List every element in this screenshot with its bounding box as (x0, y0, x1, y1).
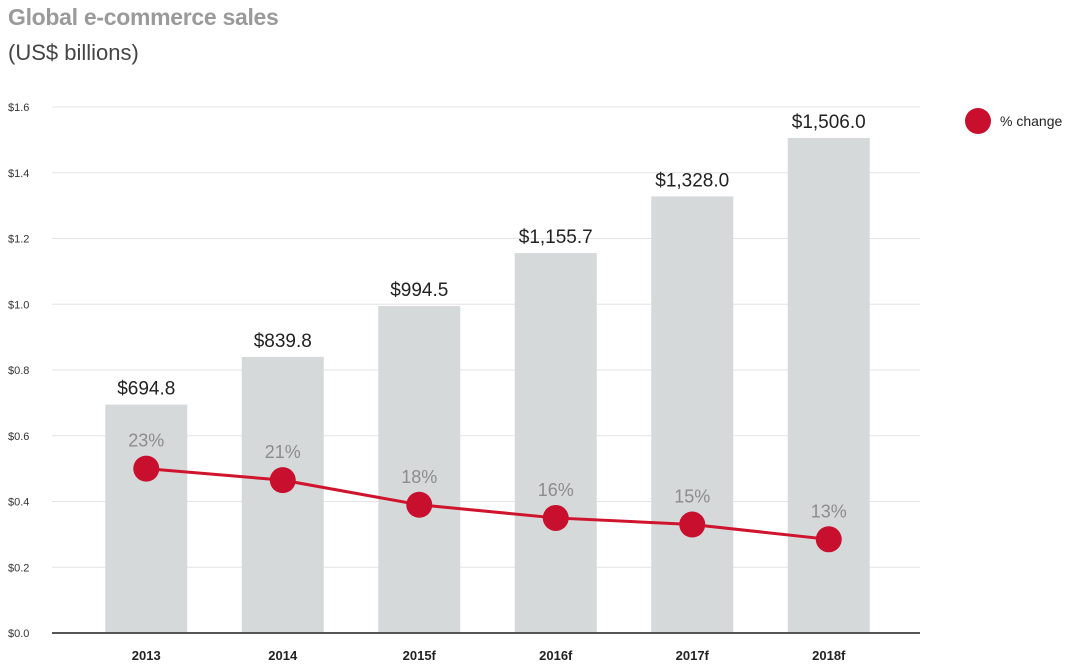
bar (241, 356, 324, 633)
bar (105, 404, 188, 633)
bar-value-label: $1,328.0 (655, 170, 729, 191)
y-tick-label: $1.2 (8, 234, 29, 246)
percent-change-marker (542, 504, 569, 531)
percent-change-series-line (146, 467, 829, 541)
y-tick-label: $0.8 (8, 365, 29, 377)
percent-change-label: 21% (265, 442, 301, 462)
percent-change-marker (406, 491, 433, 518)
percent-change-marker (815, 526, 842, 553)
legend-label: % change (1000, 113, 1062, 129)
percent-change-label: 18% (401, 467, 437, 487)
x-tick-label: 2016f (539, 648, 573, 663)
x-tick-label: 2015f (403, 648, 437, 663)
y-tick-label: $0.2 (8, 562, 29, 574)
x-tick-label: 2017f (676, 648, 710, 663)
bar (651, 196, 734, 634)
bar-value-label: $1,506.0 (792, 112, 866, 133)
bar-value-label: $839.8 (254, 331, 312, 352)
bar-value-label: $694.8 (117, 379, 175, 400)
y-tick-label: $0.4 (8, 497, 29, 509)
gridlines (52, 106, 920, 568)
percent-change-line (133, 455, 842, 553)
percent-labels: 23% 21% 18% 16% 15% 13% (128, 431, 847, 522)
bar (514, 253, 597, 633)
legend-marker (965, 108, 991, 134)
percent-change-marker (269, 467, 296, 494)
bar-value-label: $994.5 (390, 280, 448, 301)
percent-change-marker (133, 455, 160, 482)
x-tick-label: 2018f (812, 648, 846, 663)
y-tick-label: $0.0 (8, 628, 29, 640)
y-tick-label: $1.0 (8, 299, 29, 311)
y-tick-label: $1.6 (8, 102, 29, 114)
bars (105, 137, 870, 634)
bar (787, 137, 870, 633)
y-tick-label: $1.4 (8, 168, 29, 180)
bar-value-labels: $694.8 $839.8 $994.5 $1,155.7 $1,328.0 $1,506… (117, 112, 866, 400)
y-tick-label: $0.6 (8, 431, 29, 443)
percent-change-label: 15% (674, 487, 710, 507)
x-tick-label: 2014 (268, 648, 298, 663)
percent-change-label: 13% (811, 501, 847, 521)
y-axis: $0.0 $0.2 $0.4 $0.6 $0.8 $1.0 $1.2 $1.4 $1.6 (8, 102, 29, 640)
percent-change-marker (679, 511, 706, 538)
x-tick-label: 2013 (132, 648, 161, 663)
bar-value-label: $1,155.7 (519, 227, 593, 248)
x-axis: 2013 2014 2015f 2016f 2017f 2018f (52, 632, 920, 663)
percent-change-label: 23% (128, 431, 164, 451)
chart-title: Global e-commerce sales (8, 4, 279, 30)
bar (378, 306, 461, 633)
legend: % change (965, 108, 1062, 134)
chart-subtitle: (US$ billions) (8, 40, 139, 65)
percent-change-label: 16% (538, 480, 574, 500)
